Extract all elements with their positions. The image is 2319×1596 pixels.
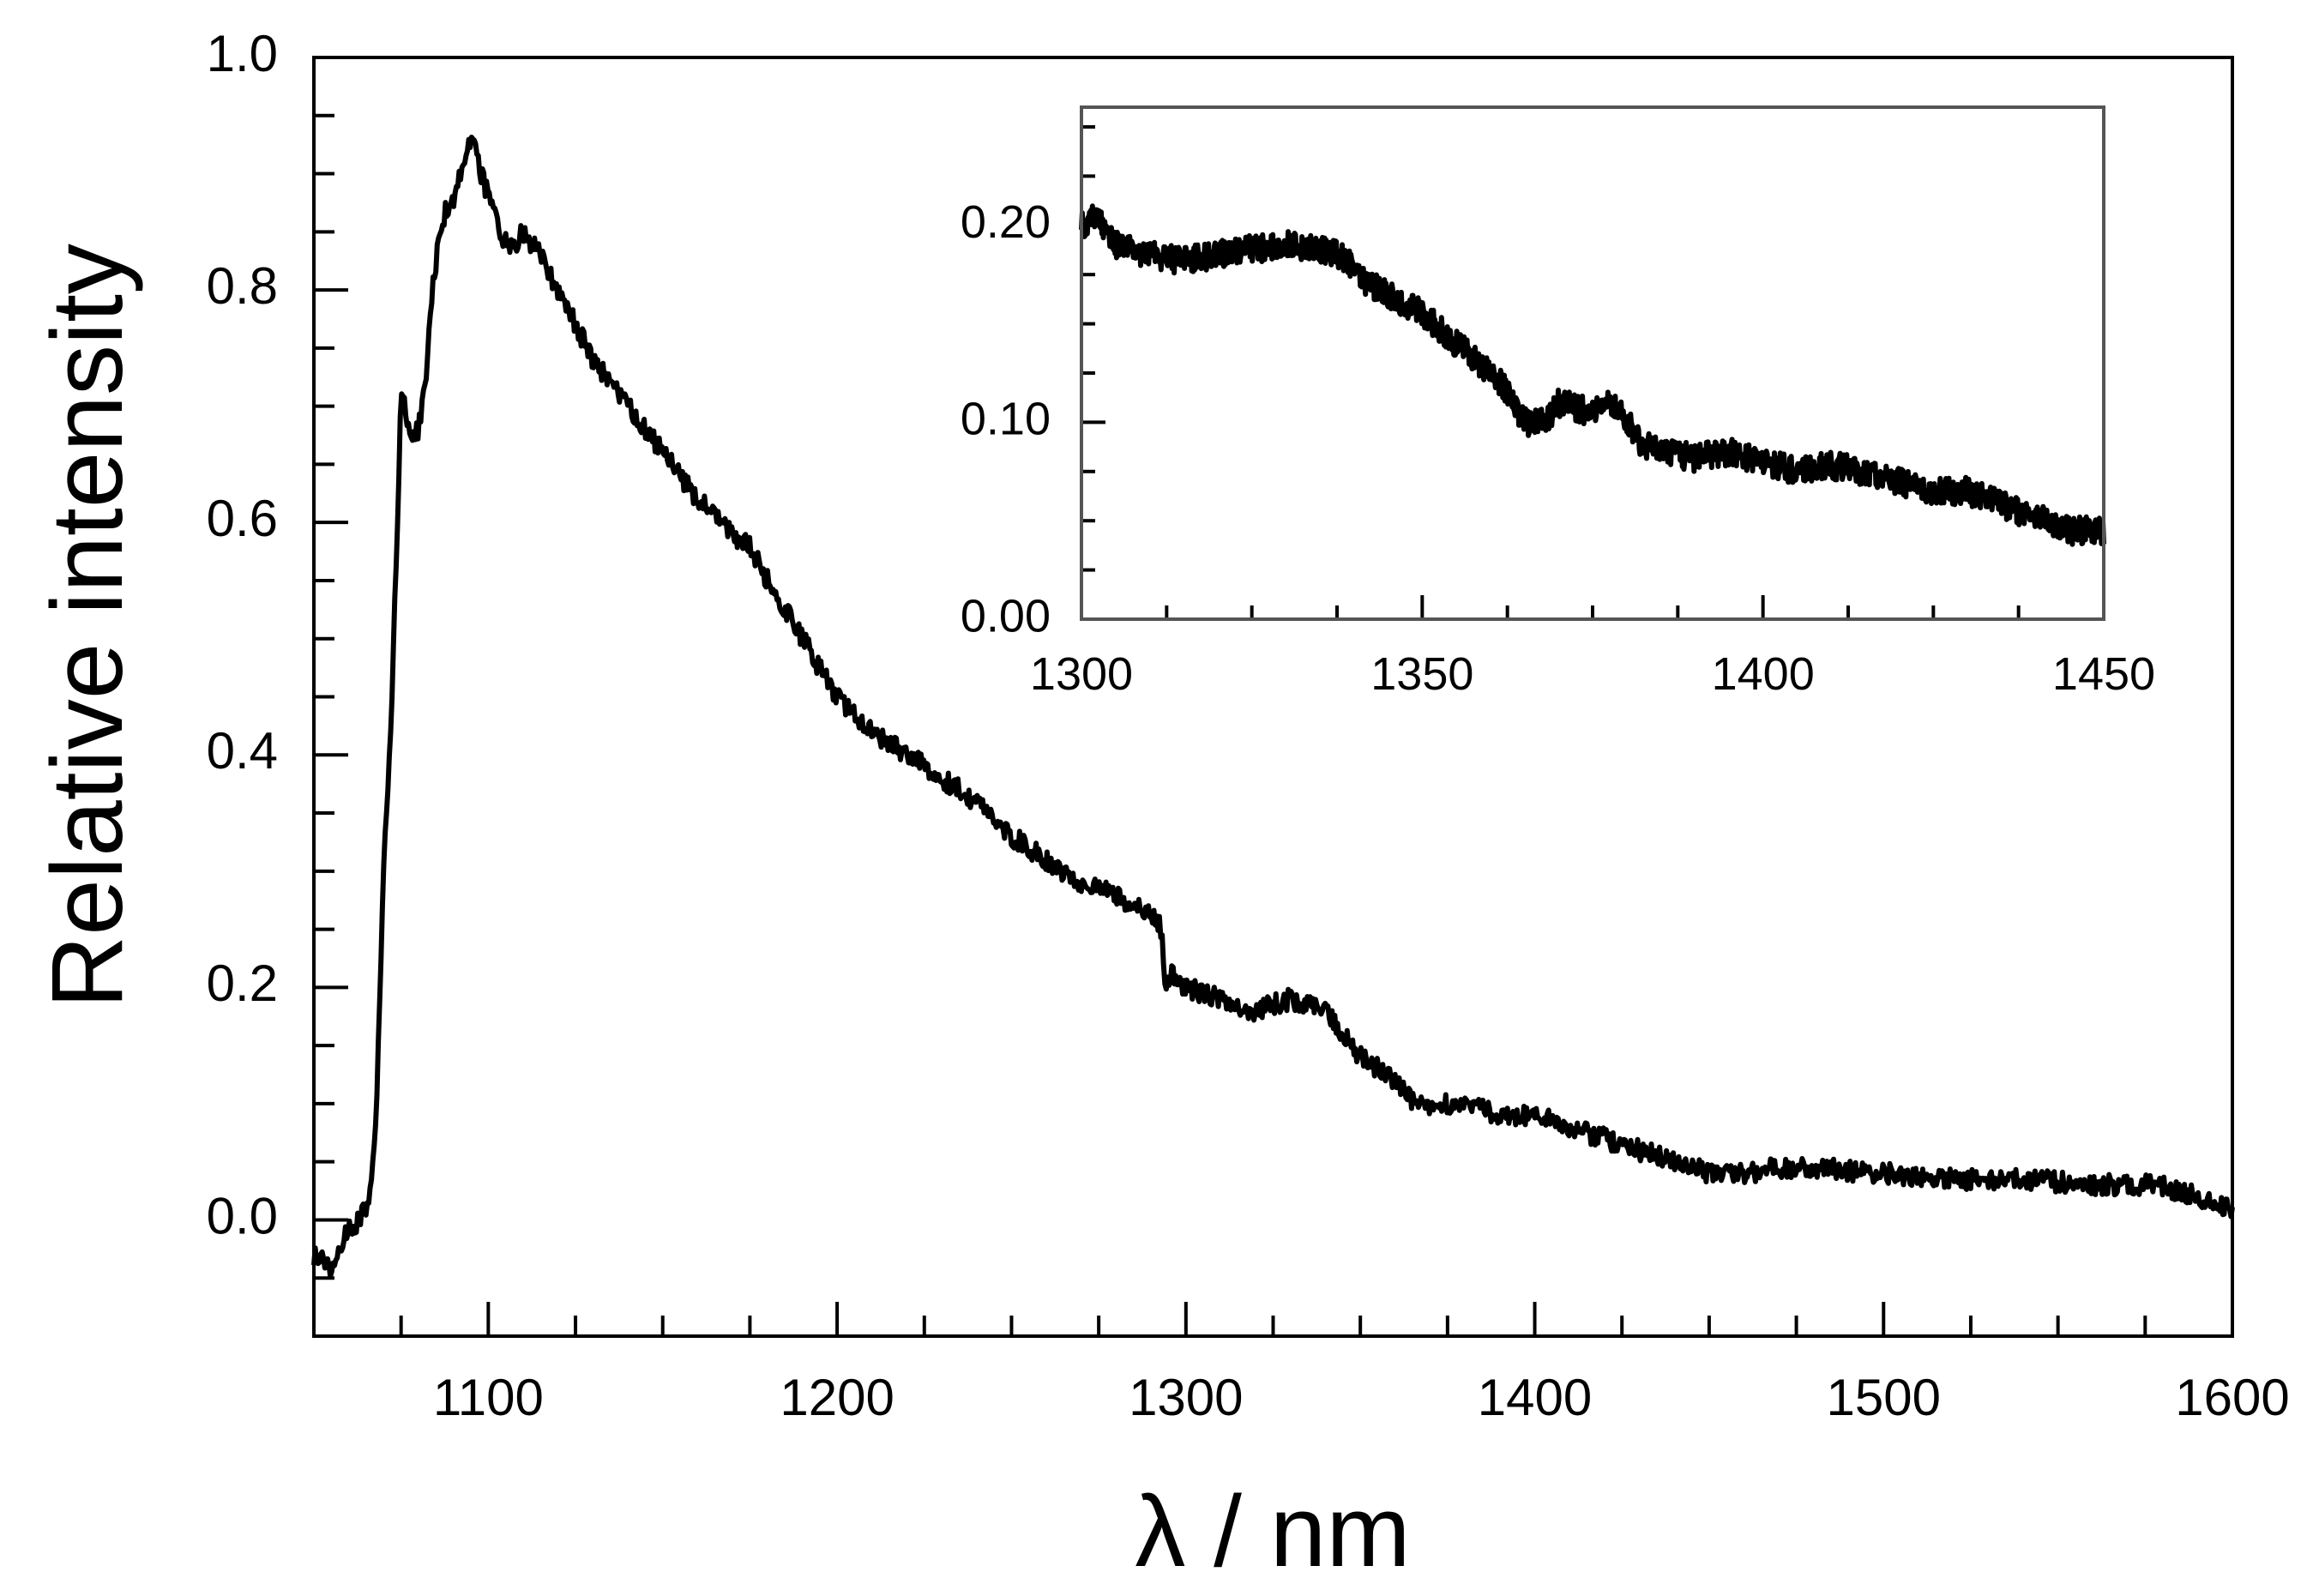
main-x-tick-label: 1600	[2175, 1369, 2289, 1426]
inset-y-tick-label: 0.10	[961, 394, 1051, 445]
main-y-tick-label: 0.6	[207, 490, 278, 547]
inset-x-tick-label: 1300	[1030, 648, 1133, 700]
inset-plot-frame	[1080, 105, 2105, 621]
main-x-ticks	[312, 1302, 2234, 1336]
main-x-tick-label: 1400	[1478, 1369, 1592, 1426]
main-x-axis-label: λ / nm	[1135, 1475, 1410, 1588]
inset-y-tick-labels: 0.00 0.10 0.20	[961, 196, 1051, 641]
main-x-tick-labels: 1100 1200 1300 1400 1500 1600	[433, 1369, 2290, 1426]
inset-plot: 1300 1350 1400 1450 0.00 0.10 0.20	[961, 105, 2155, 700]
main-y-tick-label: 1.0	[207, 25, 278, 82]
inset-y-tick-label: 0.20	[961, 196, 1051, 248]
main-x-tick-label: 1500	[1827, 1369, 1941, 1426]
inset-series-line	[1079, 203, 2106, 547]
main-y-tick-label: 0.0	[207, 1187, 278, 1244]
main-plot-frame	[312, 56, 2234, 1338]
main-x-tick-label: 1200	[780, 1369, 894, 1426]
main-y-tick-label: 0.2	[207, 955, 278, 1012]
inset-background	[1081, 107, 2104, 619]
inset-x-tick-label: 1450	[2052, 648, 2155, 700]
main-y-axis-label: Relative intensity	[31, 244, 144, 1009]
main-series-line	[311, 135, 2235, 1280]
main-plot: 1100 1200 1300 1400 1500 1600 0.0 0.2 0.4 0.6 0.8…	[31, 25, 2290, 1588]
main-x-tick-label: 1300	[1129, 1369, 1243, 1426]
inset-x-tick-label: 1400	[1712, 648, 1815, 700]
inset-y-tick-label: 0.00	[961, 590, 1051, 641]
inset-x-tick-label: 1350	[1370, 648, 1473, 700]
main-y-tick-label: 0.8	[207, 257, 278, 315]
main-y-tick-labels: 0.0 0.2 0.4 0.6 0.8 1.0	[207, 25, 278, 1244]
main-x-tick-label: 1100	[433, 1369, 544, 1426]
main-y-tick-label: 0.4	[207, 722, 278, 780]
inset-x-tick-labels: 1300 1350 1400 1450	[1030, 648, 2155, 700]
